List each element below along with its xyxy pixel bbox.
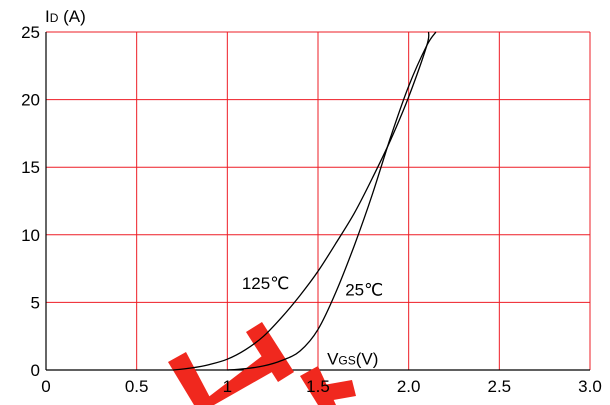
- curve-annotation-0: 125℃: [242, 274, 289, 293]
- y-tick-label-0: 0: [31, 361, 40, 380]
- y-tick-label-1: 5: [31, 293, 40, 312]
- x-tick-label-1: 0.5: [125, 377, 149, 396]
- x-tick-label-4: 2.0: [397, 377, 421, 396]
- y-tick-label-2: 10: [21, 226, 40, 245]
- x-tick-label-6: 3.0: [578, 377, 602, 396]
- x-tick-label-0: 0: [41, 377, 50, 396]
- curve-annotation-1: 25℃: [345, 281, 383, 300]
- x-axis-label: VGS(V): [327, 350, 378, 369]
- x-tick-label-5: 2.5: [488, 377, 512, 396]
- x-tick-label-3: 1.5: [306, 377, 330, 396]
- y-tick-label-4: 20: [21, 91, 40, 110]
- y-tick-label-3: 15: [21, 158, 40, 177]
- label-layer: 0 0.5 1 1.5 2.0 2.5 3.0 0 5 10 15 20 25 125℃ 25℃ ID (A)…: [21, 7, 602, 396]
- series-line-1: [227, 31, 437, 371]
- x-tick-label-2: 1: [223, 377, 232, 396]
- y-tick-label-5: 25: [21, 23, 40, 42]
- grid-layer: [46, 31, 591, 370]
- series-line-0: [172, 31, 430, 371]
- y-axis-label: ID (A): [45, 7, 86, 26]
- curve-layer: [172, 31, 437, 371]
